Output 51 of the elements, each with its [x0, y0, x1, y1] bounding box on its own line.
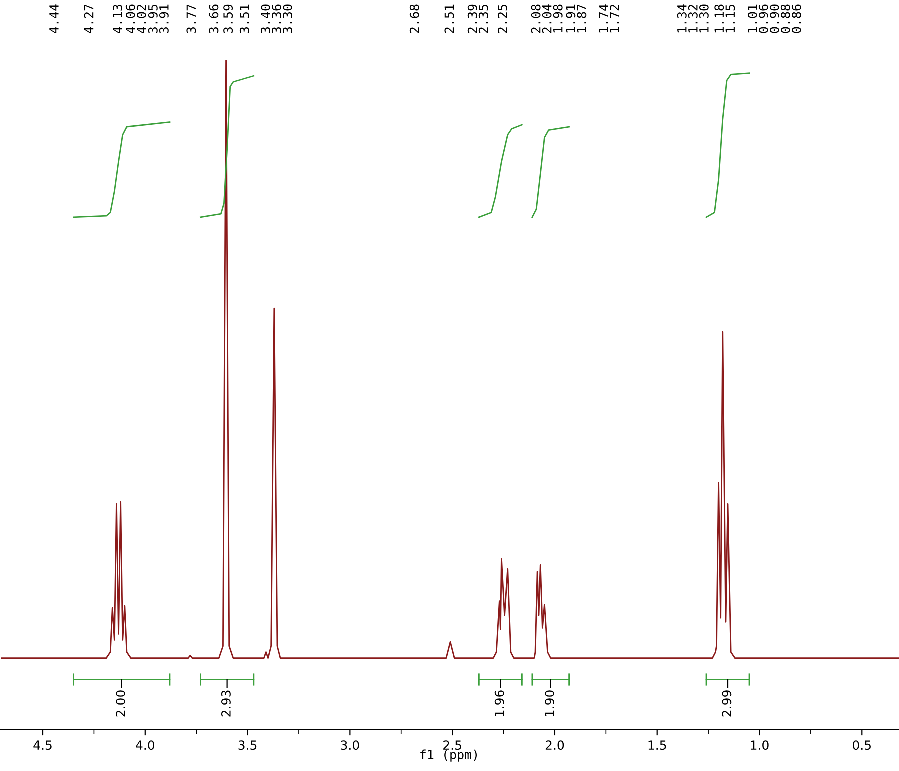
- text: 1.87: [577, 4, 587, 33]
- text: 2.25: [498, 5, 508, 34]
- text: 2.35: [478, 5, 488, 34]
- text: 4.06: [126, 4, 136, 34]
- text: 4.27: [84, 4, 94, 34]
- annotation: 2.99: [722, 690, 732, 717]
- text: 0.88: [780, 4, 790, 34]
- x-tick-label: 2.5: [444, 740, 462, 750]
- x-tick-label: 1.5: [648, 740, 666, 750]
- text: 0.86: [792, 4, 802, 34]
- x-tick-label: 4.0: [136, 740, 155, 750]
- text: 1.15: [726, 5, 736, 33]
- x-tick-label: 3.0: [341, 740, 360, 750]
- text: 3.36: [272, 4, 282, 34]
- text: 0.96: [758, 4, 768, 34]
- text: 1.91: [566, 4, 576, 33]
- text: 2.51: [444, 4, 454, 34]
- text: 2.08: [531, 4, 541, 34]
- text: 1.18: [714, 4, 724, 33]
- text: 3.66: [209, 4, 219, 34]
- text: 3.91: [159, 4, 169, 34]
- x-tick-label: 4.5: [34, 740, 52, 750]
- x-tick-label: 0.5: [853, 740, 871, 750]
- text: 4.13: [112, 4, 122, 34]
- text: 3.51: [240, 4, 250, 34]
- text: 3.30: [283, 4, 292, 34]
- text: 1.74: [599, 4, 608, 33]
- text: 1.32: [688, 5, 698, 33]
- annotation: 2.93: [221, 690, 231, 717]
- x-axis-title: f1 (ppm): [420, 750, 478, 762]
- text: 1.01: [748, 4, 758, 33]
- text: 3.77: [186, 4, 196, 34]
- text: 4.44: [50, 4, 59, 34]
- text: 0.90: [770, 4, 780, 34]
- x-tick-label: 1.0: [751, 740, 769, 750]
- text: 3.40: [261, 4, 270, 34]
- annotation: 1.96: [494, 690, 504, 716]
- text: 1.98: [553, 4, 563, 33]
- x-tick-label: 2.0: [546, 740, 564, 750]
- text: 1.34: [677, 4, 687, 33]
- text: 1.30: [699, 4, 709, 33]
- text: 2.39: [468, 4, 478, 34]
- text: 4.02: [136, 5, 146, 34]
- text: 1.72: [610, 5, 620, 33]
- annotation: 2.00: [116, 690, 126, 717]
- text: 2.68: [410, 4, 420, 34]
- text: 3.59: [224, 4, 234, 34]
- text: 3.95: [148, 5, 158, 34]
- x-tick-label: 3.5: [238, 740, 257, 750]
- annotation: 1.90: [545, 690, 554, 716]
- text: 2.04: [542, 4, 552, 34]
